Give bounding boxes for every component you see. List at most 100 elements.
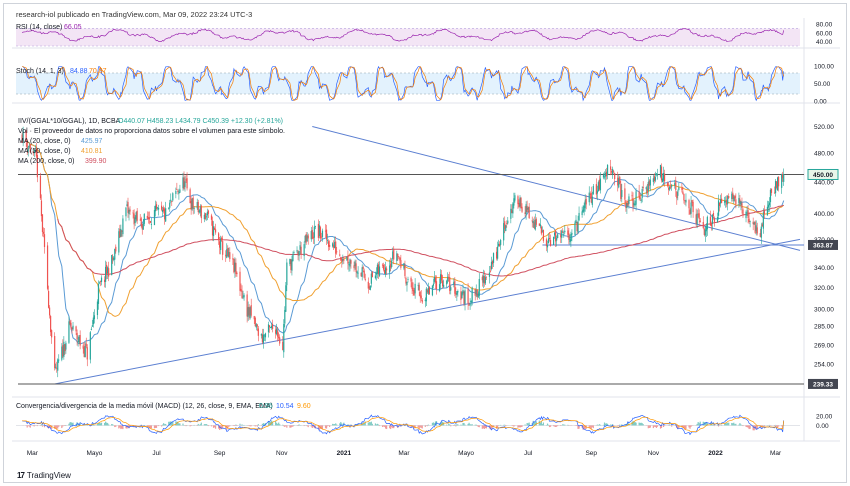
- candle-body: [229, 252, 231, 260]
- macd-histogram-bar: [236, 425, 238, 427]
- candle-body: [467, 289, 469, 304]
- macd-histogram-bar: [310, 425, 312, 427]
- macd-histogram-bar: [69, 422, 71, 426]
- macd-histogram-bar: [347, 424, 349, 426]
- candle-body: [590, 193, 592, 203]
- candle-body: [652, 178, 654, 182]
- candle-body: [321, 230, 324, 237]
- candle-body: [199, 207, 201, 213]
- candle-body: [226, 249, 228, 258]
- candle-body: [706, 216, 708, 230]
- candle-body: [428, 287, 430, 295]
- candle-body: [397, 253, 399, 257]
- macd-histogram-bar: [303, 425, 305, 427]
- candle-body: [203, 214, 205, 220]
- candle-body: [726, 199, 728, 205]
- candle-body: [407, 278, 409, 280]
- candle-body: [389, 265, 391, 273]
- candle-body: [112, 257, 114, 260]
- candle-body: [58, 359, 60, 361]
- macd-histogram-bar: [222, 425, 224, 429]
- tradingview-brand[interactable]: 17 TradingView: [17, 471, 71, 480]
- macd-histogram-bar: [226, 425, 228, 430]
- macd-histogram-bar: [36, 425, 38, 427]
- macd-histogram-bar: [477, 425, 479, 427]
- macd-histogram-bar: [505, 425, 507, 427]
- macd-histogram-bar: [297, 425, 299, 427]
- candle-body: [148, 217, 150, 220]
- macd-histogram-bar: [61, 425, 63, 429]
- candle-body: [329, 244, 331, 247]
- candle-body: [21, 134, 23, 143]
- macd-histogram-bar: [554, 425, 556, 427]
- macd-histogram-bar: [603, 422, 606, 426]
- candle-body: [741, 203, 743, 208]
- macd-histogram-bar: [684, 425, 686, 430]
- macd-histogram-bar: [62, 425, 64, 427]
- candle-body: [621, 190, 623, 197]
- macd-histogram-bar: [495, 425, 498, 429]
- macd-histogram-bar: [598, 424, 601, 426]
- candle-body: [249, 307, 251, 318]
- candle-body: [507, 220, 509, 224]
- macd-histogram-bar: [546, 423, 549, 426]
- candle-body: [483, 276, 485, 284]
- candle-body: [51, 330, 53, 338]
- candle-body: [122, 218, 124, 235]
- macd-histogram-bar: [26, 425, 28, 428]
- candle-body: [427, 288, 429, 294]
- macd-histogram-bar: [497, 425, 499, 428]
- candle-body: [399, 257, 401, 261]
- macd-histogram-bar: [742, 425, 744, 427]
- candle-body: [134, 217, 136, 224]
- macd-histogram-bar: [283, 425, 285, 427]
- macd-histogram-bar: [71, 422, 73, 426]
- macd-histogram-bar: [482, 425, 484, 429]
- candle-body: [142, 223, 144, 230]
- candle-body: [83, 347, 85, 358]
- macd-histogram-bar: [678, 425, 680, 429]
- candle-body: [57, 359, 59, 371]
- macd-histogram-bar: [549, 425, 552, 427]
- candle-body: [320, 236, 323, 238]
- price-tick-label-9: 269.00: [814, 343, 834, 350]
- macd-histogram-bar: [364, 421, 366, 426]
- macd-histogram-bar: [778, 425, 780, 427]
- candle-body: [361, 267, 363, 277]
- candle-body: [227, 247, 229, 257]
- macd-histogram-bar: [748, 425, 750, 430]
- macd-histogram-bar: [705, 422, 707, 426]
- candle-body: [435, 281, 438, 290]
- macd-histogram-bar: [172, 421, 174, 426]
- candle-body: [170, 199, 172, 202]
- candle-body: [584, 200, 586, 209]
- candle-body: [524, 212, 526, 215]
- candle-body: [300, 246, 302, 255]
- macd-histogram-bar: [648, 425, 650, 428]
- macd-histogram-bar: [235, 424, 237, 426]
- macd-histogram-bar: [462, 423, 464, 426]
- candle-body: [136, 210, 138, 221]
- candle-body: [22, 130, 24, 144]
- candle-body: [548, 237, 551, 240]
- macd-histogram-bar: [740, 424, 742, 426]
- candle-body: [420, 295, 422, 299]
- candle-body: [456, 291, 458, 295]
- candle-body: [716, 216, 719, 223]
- macd-histogram-bar: [781, 425, 783, 427]
- macd-histogram-bar: [114, 425, 116, 428]
- macd-histogram-bar: [128, 425, 130, 429]
- macd-histogram-bar: [47, 425, 50, 429]
- candle-body: [503, 223, 505, 241]
- candle-body: [567, 230, 569, 235]
- candle-body: [759, 233, 761, 238]
- candle-body: [434, 277, 437, 283]
- candle-body: [514, 195, 516, 201]
- macd-histogram-bar: [221, 425, 223, 430]
- candle-body: [568, 233, 570, 240]
- macd-histogram-bar: [690, 425, 692, 427]
- candle-body: [490, 261, 493, 270]
- candle-body: [221, 237, 223, 241]
- macd-histogram-bar: [276, 422, 278, 426]
